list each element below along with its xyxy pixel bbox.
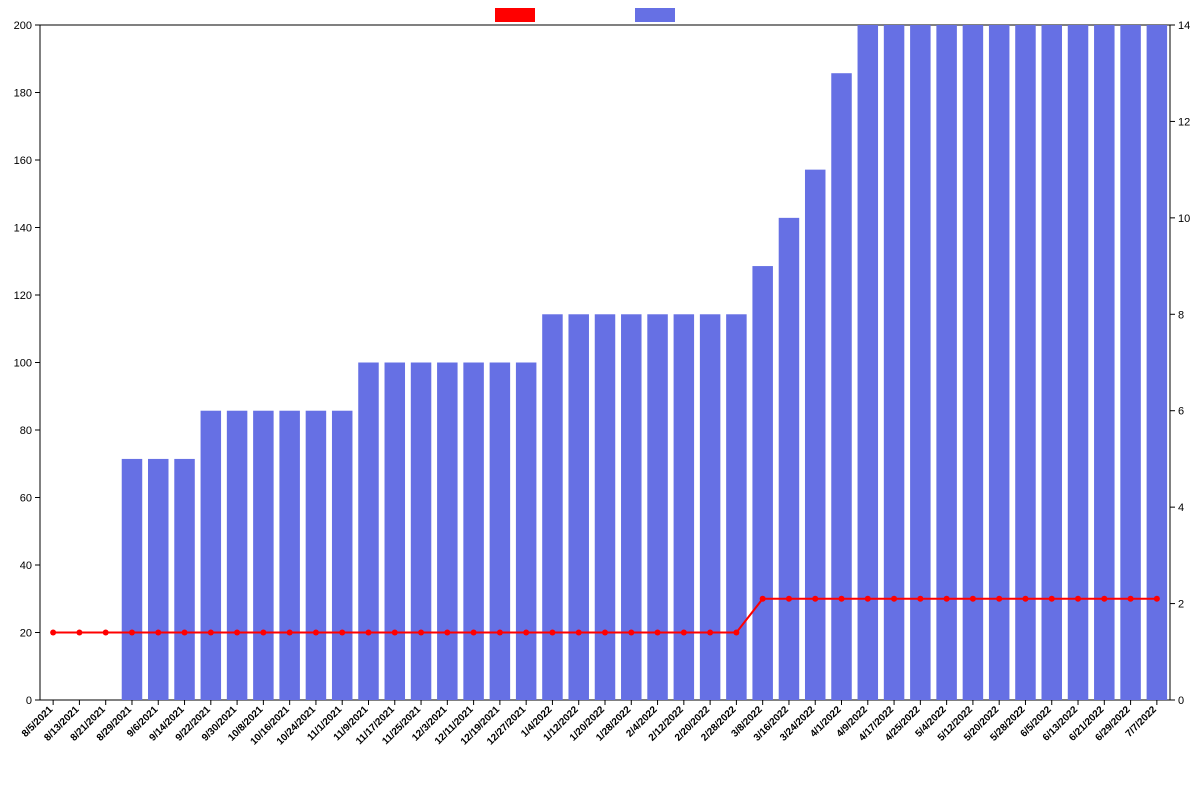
y-left-tick-label: 20 xyxy=(20,628,32,640)
legend-swatch-red xyxy=(495,8,535,22)
line-marker xyxy=(50,630,56,636)
bar xyxy=(674,314,694,700)
line-marker xyxy=(602,630,608,636)
bar xyxy=(385,363,405,701)
line-marker xyxy=(996,596,1002,602)
line-marker xyxy=(471,630,477,636)
bar xyxy=(332,411,352,700)
line-marker xyxy=(182,630,188,636)
legend-swatch-blue xyxy=(635,8,675,22)
y-left-tick-label: 120 xyxy=(14,290,32,302)
y-right-tick-label: 0 xyxy=(1178,695,1184,707)
line-marker xyxy=(1128,596,1134,602)
bar xyxy=(726,314,746,700)
line-marker xyxy=(865,596,871,602)
bar xyxy=(411,363,431,701)
bar xyxy=(805,170,825,700)
line-marker xyxy=(155,630,161,636)
line-marker xyxy=(1022,596,1028,602)
y-left-tick-label: 200 xyxy=(14,20,32,32)
y-left-tick-label: 160 xyxy=(14,155,32,167)
y-right-tick-label: 2 xyxy=(1178,599,1184,611)
line-marker xyxy=(234,630,240,636)
y-right-tick-label: 6 xyxy=(1178,406,1184,418)
bar xyxy=(358,363,378,701)
line-marker xyxy=(812,596,818,602)
y-left-tick-label: 100 xyxy=(14,358,32,370)
line-marker xyxy=(287,630,293,636)
line-marker xyxy=(786,596,792,602)
line-marker xyxy=(313,630,319,636)
y-left-tick-label: 140 xyxy=(14,223,32,235)
line-marker xyxy=(444,630,450,636)
bar xyxy=(227,411,247,700)
line-marker xyxy=(129,630,135,636)
line-marker xyxy=(839,596,845,602)
bar xyxy=(463,363,483,701)
y-left-tick-label: 180 xyxy=(14,88,32,100)
bar xyxy=(122,459,142,700)
line-marker xyxy=(208,630,214,636)
line-marker xyxy=(392,630,398,636)
bar xyxy=(279,411,299,700)
line-marker xyxy=(760,596,766,602)
bar xyxy=(700,314,720,700)
bar xyxy=(253,411,273,700)
line-marker xyxy=(418,630,424,636)
line-marker xyxy=(944,596,950,602)
y-right-tick-label: 4 xyxy=(1178,502,1184,514)
line-marker xyxy=(576,630,582,636)
y-right-tick-label: 14 xyxy=(1178,20,1190,32)
bar xyxy=(516,363,536,701)
bar xyxy=(490,363,510,701)
bar xyxy=(542,314,562,700)
chart-container: 020406080100120140160180200024681012148/… xyxy=(0,0,1200,800)
bar xyxy=(201,411,221,700)
bar xyxy=(174,459,194,700)
y-left-tick-label: 0 xyxy=(26,695,32,707)
line-marker xyxy=(707,630,713,636)
chart-svg: 020406080100120140160180200024681012148/… xyxy=(0,0,1200,800)
line-marker xyxy=(497,630,503,636)
bar xyxy=(779,218,799,700)
line-marker xyxy=(365,630,371,636)
line-marker xyxy=(76,630,82,636)
line-marker xyxy=(103,630,109,636)
bar xyxy=(831,73,851,700)
bar xyxy=(148,459,168,700)
y-left-tick-label: 40 xyxy=(20,560,32,572)
line-marker xyxy=(891,596,897,602)
line-marker xyxy=(628,630,634,636)
bar xyxy=(568,314,588,700)
line-marker xyxy=(1049,596,1055,602)
bar xyxy=(437,363,457,701)
line-marker xyxy=(681,630,687,636)
line-marker xyxy=(1101,596,1107,602)
y-right-tick-label: 10 xyxy=(1178,213,1190,225)
bar xyxy=(595,314,615,700)
line-marker xyxy=(1154,596,1160,602)
line-marker xyxy=(260,630,266,636)
bar xyxy=(752,266,772,700)
line-marker xyxy=(917,596,923,602)
line-marker xyxy=(655,630,661,636)
line-marker xyxy=(1075,596,1081,602)
y-right-tick-label: 12 xyxy=(1178,116,1190,128)
y-left-tick-label: 60 xyxy=(20,493,32,505)
y-left-tick-label: 80 xyxy=(20,425,32,437)
y-right-tick-label: 8 xyxy=(1178,309,1184,321)
line-marker xyxy=(339,630,345,636)
bar xyxy=(306,411,326,700)
line-marker xyxy=(523,630,529,636)
line-marker xyxy=(970,596,976,602)
line-marker xyxy=(733,630,739,636)
line-marker xyxy=(549,630,555,636)
bar xyxy=(647,314,667,700)
bar xyxy=(621,314,641,700)
